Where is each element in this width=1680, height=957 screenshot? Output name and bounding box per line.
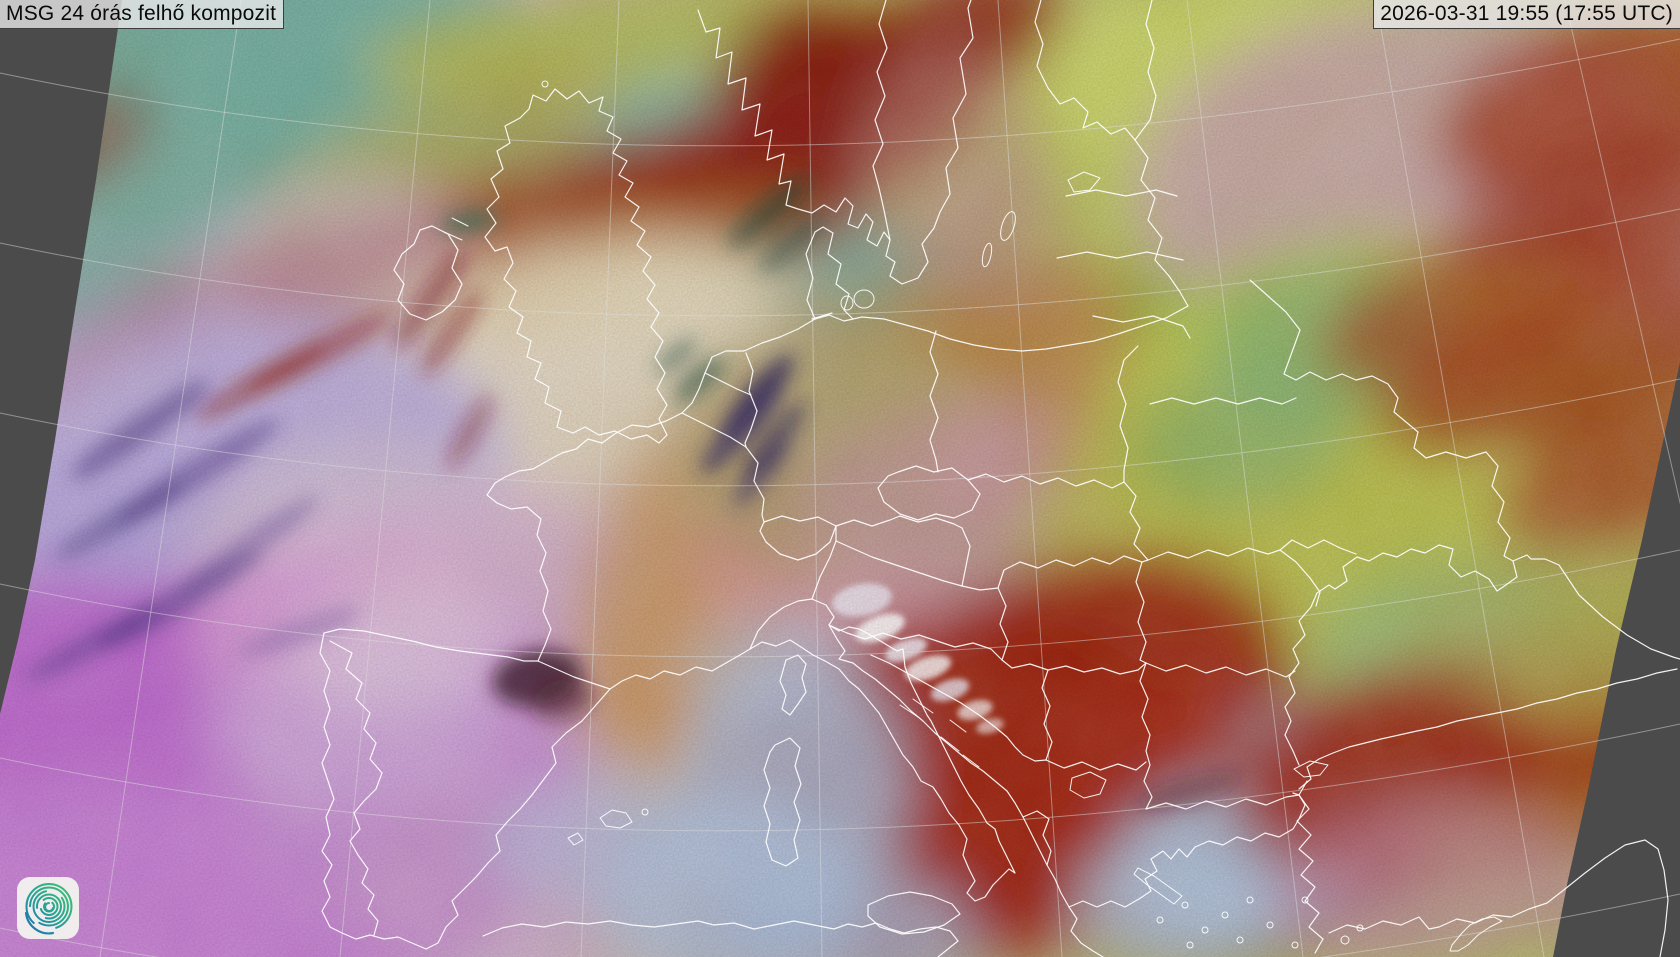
- hungaromet-logo: [17, 877, 79, 939]
- country-borders-layer: [319, 0, 1680, 957]
- product-label: MSG 24 órás felhő kompozit: [0, 0, 285, 29]
- timestamp-label: 2026-03-31 19:55 (17:55 UTC): [1373, 0, 1680, 29]
- spiral-cyclone-icon: [24, 883, 73, 935]
